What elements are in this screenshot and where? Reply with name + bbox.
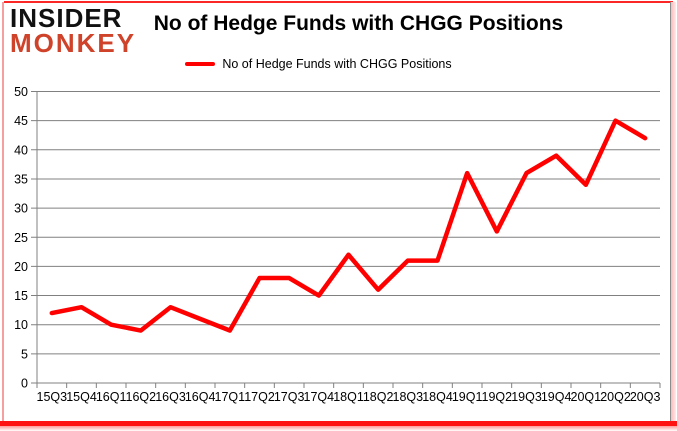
frame-left-accent <box>2 2 4 421</box>
y-tick-label: 5 <box>21 347 28 361</box>
chart-title: No of Hedge Funds with CHGG Positions <box>153 12 564 35</box>
chart-legend: No of Hedge Funds with CHGG Positions <box>0 57 637 71</box>
x-tick-label: 17Q2 <box>244 390 275 404</box>
x-tick-label: 16Q1 <box>96 390 127 404</box>
x-tick-label: 16Q2 <box>126 390 157 404</box>
x-tick-label: 17Q1 <box>215 390 246 404</box>
y-tick-label: 40 <box>14 143 28 157</box>
logo-line-monkey: MONKEY <box>10 28 137 58</box>
legend-label: No of Hedge Funds with CHGG Positions <box>222 57 452 71</box>
x-tick-label: 18Q2 <box>363 390 394 404</box>
x-tick-label: 16Q3 <box>155 390 186 404</box>
x-tick-label: 20Q2 <box>600 390 631 404</box>
legend-line-swatch <box>185 62 216 66</box>
x-tick-label: 15Q3 <box>37 390 68 404</box>
y-tick-label: 45 <box>14 114 28 128</box>
frame-right-glow <box>671 2 676 421</box>
frame-bottom-accent <box>0 421 677 426</box>
x-tick-label: 20Q3 <box>630 390 661 404</box>
y-tick-label: 15 <box>14 289 28 303</box>
y-tick-label: 20 <box>14 260 28 274</box>
x-tick-label: 19Q2 <box>482 390 513 404</box>
series-line <box>49 118 648 333</box>
x-tick-label: 18Q4 <box>422 390 453 404</box>
x-tick-label: 19Q1 <box>452 390 483 404</box>
y-tick-label: 10 <box>14 318 28 332</box>
logo-line-insider: INSIDER <box>10 3 123 33</box>
x-tick-label: 20Q1 <box>571 390 602 404</box>
x-tick-label: 18Q3 <box>393 390 424 404</box>
frame-bottom-glow <box>0 426 677 431</box>
frame-top-accent <box>4 1 673 3</box>
x-tick-label: 17Q3 <box>274 390 305 404</box>
x-tick-label: 17Q4 <box>304 390 335 404</box>
x-tick-label: 19Q4 <box>541 390 572 404</box>
y-tick-label: 0 <box>21 377 28 391</box>
frame-right-border <box>670 2 671 421</box>
y-tick-label: 25 <box>14 231 28 245</box>
x-tick-label: 18Q1 <box>333 390 364 404</box>
y-tick-label: 35 <box>14 172 28 186</box>
y-tick-label: 30 <box>14 202 28 216</box>
insider-monkey-logo: INSIDER MONKEY <box>10 3 137 58</box>
x-tick-label: 16Q4 <box>185 390 216 404</box>
x-tick-label: 15Q4 <box>66 390 97 404</box>
y-tick-label: 50 <box>14 85 28 99</box>
x-tick-label: 19Q3 <box>511 390 542 404</box>
